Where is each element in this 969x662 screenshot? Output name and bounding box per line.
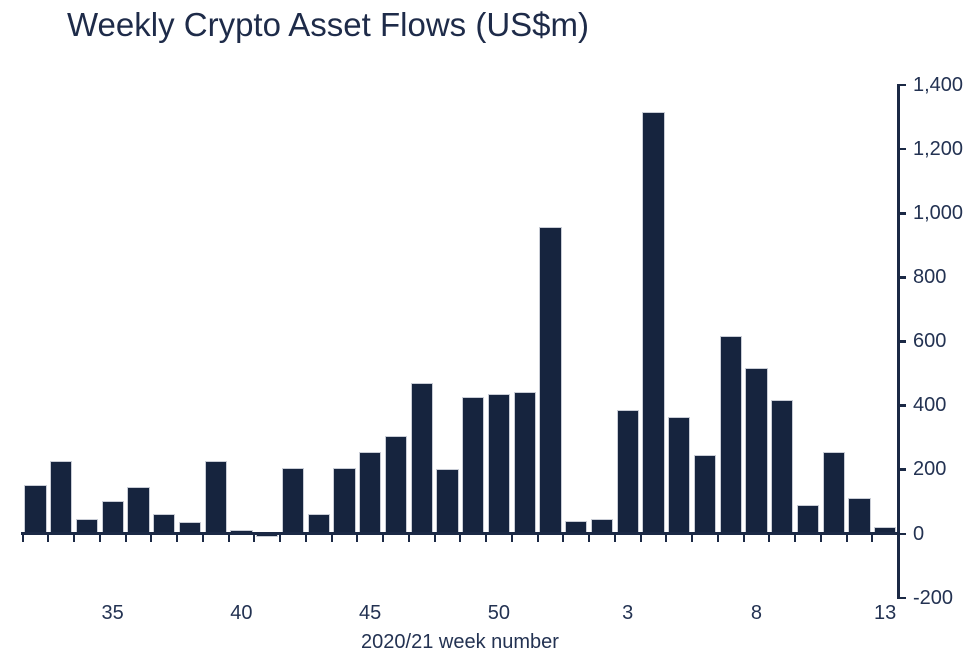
bar-week-13 bbox=[874, 527, 897, 534]
y-tick-label: 400 bbox=[913, 394, 947, 417]
x-tick-label: 50 bbox=[487, 602, 510, 624]
x-tick bbox=[433, 533, 436, 542]
x-axis-title: 2020/21 week number bbox=[361, 631, 559, 653]
y-tick-label: 1,400 bbox=[913, 73, 964, 96]
x-tick bbox=[98, 533, 101, 542]
bar-week-12 bbox=[848, 498, 871, 534]
bar-week-42 bbox=[281, 467, 304, 534]
x-tick bbox=[47, 533, 50, 542]
bar-week-4 bbox=[642, 112, 665, 534]
y-tick bbox=[897, 532, 906, 535]
x-tick bbox=[356, 533, 359, 542]
x-tick bbox=[253, 533, 256, 542]
x-tick bbox=[819, 533, 822, 542]
x-tick-label: 3 bbox=[622, 602, 634, 624]
x-tick bbox=[794, 533, 796, 542]
bar-week-5 bbox=[668, 416, 691, 534]
y-tick-label: -200 bbox=[913, 586, 954, 609]
bar-week-2 bbox=[590, 519, 613, 534]
chart-title: Weekly Crypto Asset Flows (US$m) bbox=[67, 6, 590, 43]
y-tick-label: 600 bbox=[913, 330, 947, 353]
bar-week-50 bbox=[487, 394, 510, 534]
x-tick bbox=[124, 533, 127, 542]
x-tick-label: 45 bbox=[359, 602, 382, 624]
x-tick-label: 35 bbox=[101, 602, 124, 624]
x-tick bbox=[176, 533, 178, 542]
bar-week-37 bbox=[153, 514, 176, 534]
x-tick bbox=[304, 533, 307, 542]
x-axis-line bbox=[21, 532, 899, 535]
x-tick bbox=[562, 533, 565, 542]
y-tick bbox=[897, 147, 906, 151]
x-tick-label: 8 bbox=[750, 602, 762, 624]
x-tick bbox=[768, 533, 771, 542]
x-tick bbox=[21, 533, 24, 542]
y-tick bbox=[897, 468, 906, 471]
y-tick bbox=[897, 404, 906, 407]
bar-week-34 bbox=[75, 519, 98, 534]
y-tick-label: 1,200 bbox=[913, 137, 964, 160]
y-tick bbox=[897, 83, 906, 87]
x-tick bbox=[407, 533, 410, 542]
x-tick bbox=[510, 533, 513, 542]
x-tick bbox=[588, 533, 590, 542]
bar-week-7 bbox=[719, 336, 742, 534]
bar-week-52 bbox=[539, 227, 562, 534]
bar-week-48 bbox=[436, 469, 459, 534]
bar-week-32 bbox=[24, 485, 47, 534]
x-tick bbox=[613, 533, 616, 542]
bar-week-1 bbox=[565, 520, 588, 534]
x-tick bbox=[330, 533, 333, 542]
bar-week-46 bbox=[384, 435, 407, 534]
x-tick bbox=[279, 533, 281, 542]
x-tick-label: 13 bbox=[874, 602, 897, 624]
bar-week-9 bbox=[771, 400, 794, 534]
bar-week-43 bbox=[307, 514, 330, 534]
bar-week-40 bbox=[230, 530, 253, 534]
x-tick bbox=[150, 533, 153, 542]
bar-week-51 bbox=[513, 392, 536, 534]
x-tick bbox=[201, 533, 204, 542]
y-tick-label: 0 bbox=[913, 522, 925, 545]
x-tick bbox=[639, 533, 642, 542]
x-tick bbox=[382, 533, 384, 542]
x-tick bbox=[845, 533, 848, 542]
x-tick bbox=[485, 533, 487, 542]
x-tick bbox=[536, 533, 539, 542]
bar-week-11 bbox=[822, 451, 845, 534]
bar-week-8 bbox=[745, 368, 768, 534]
bar-week-41 bbox=[256, 533, 279, 537]
x-tick bbox=[691, 533, 693, 542]
bar-week-10 bbox=[796, 504, 819, 534]
bar-week-45 bbox=[359, 451, 382, 534]
y-tick-label: 800 bbox=[913, 266, 947, 289]
bar-week-39 bbox=[204, 461, 227, 534]
bar-week-33 bbox=[50, 461, 73, 534]
x-tick bbox=[459, 533, 462, 542]
x-tick bbox=[73, 533, 75, 542]
x-tick bbox=[871, 533, 874, 542]
y-tick bbox=[897, 212, 906, 215]
y-tick bbox=[897, 276, 906, 279]
bar-week-35 bbox=[101, 501, 124, 534]
y-tick-label: 1,000 bbox=[913, 202, 964, 224]
bar-week-36 bbox=[127, 487, 150, 534]
bar-week-6 bbox=[693, 454, 716, 534]
x-tick-label: 40 bbox=[230, 602, 253, 624]
y-tick bbox=[897, 596, 906, 600]
bar-week-38 bbox=[178, 522, 201, 534]
y-tick-label: 200 bbox=[913, 458, 947, 481]
bar-week-44 bbox=[333, 467, 356, 534]
x-tick bbox=[742, 533, 745, 542]
bar-week-49 bbox=[462, 397, 485, 534]
x-tick bbox=[716, 533, 719, 542]
x-tick bbox=[227, 533, 230, 542]
x-tick bbox=[665, 533, 668, 542]
bar-week-3 bbox=[616, 410, 639, 534]
bar-week-47 bbox=[410, 382, 433, 534]
y-tick bbox=[897, 340, 906, 343]
